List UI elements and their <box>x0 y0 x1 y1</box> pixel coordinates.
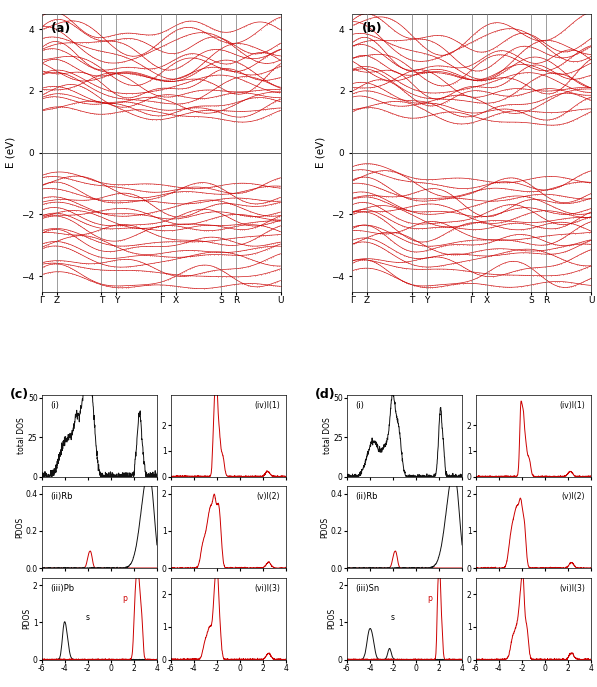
Text: p: p <box>122 594 127 602</box>
Text: (ii)Rb: (ii)Rb <box>50 492 72 501</box>
Text: (d): (d) <box>315 388 336 401</box>
Y-axis label: PDOS: PDOS <box>22 608 32 629</box>
Text: (v)I(2): (v)I(2) <box>562 492 585 501</box>
Text: (iv)I(1): (iv)I(1) <box>559 401 585 409</box>
Y-axis label: E (eV): E (eV) <box>316 137 326 168</box>
Text: (i): (i) <box>355 401 364 409</box>
Text: (iii)Pb: (iii)Pb <box>50 583 74 592</box>
Text: (ii)Rb: (ii)Rb <box>355 492 377 501</box>
Text: (c): (c) <box>10 388 29 401</box>
Y-axis label: PDOS: PDOS <box>328 608 337 629</box>
Text: (vi)I(3): (vi)I(3) <box>559 583 585 592</box>
Text: (v)I(2): (v)I(2) <box>257 492 280 501</box>
Text: p: p <box>427 594 432 602</box>
Text: (iii)Sn: (iii)Sn <box>355 583 379 592</box>
Text: s: s <box>390 613 395 622</box>
Y-axis label: PDOS: PDOS <box>320 517 329 538</box>
Y-axis label: total DOS: total DOS <box>322 417 331 454</box>
Text: (a): (a) <box>51 22 72 35</box>
Text: (i): (i) <box>50 401 59 409</box>
Y-axis label: PDOS: PDOS <box>15 517 24 538</box>
Y-axis label: total DOS: total DOS <box>17 417 26 454</box>
Text: (iv)I(1): (iv)I(1) <box>254 401 280 409</box>
Text: (vi)I(3): (vi)I(3) <box>254 583 280 592</box>
Text: (b): (b) <box>362 22 383 35</box>
Y-axis label: E (eV): E (eV) <box>5 137 16 168</box>
Text: s: s <box>85 613 90 622</box>
